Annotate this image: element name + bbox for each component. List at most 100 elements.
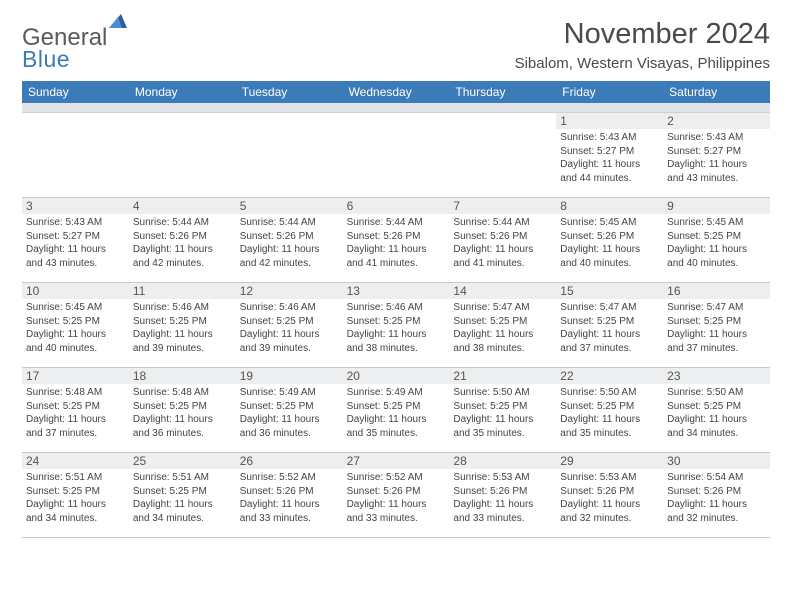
day-number: 3 <box>22 198 129 214</box>
calendar-header-row: Sunday Monday Tuesday Wednesday Thursday… <box>22 81 770 103</box>
daylight-text: Daylight: 11 hours and 34 minutes. <box>667 413 766 440</box>
calendar-cell: 12 Sunrise: 5:46 AMSunset: 5:25 PMDayligh… <box>236 283 343 368</box>
sunset-text: Sunset: 5:26 PM <box>667 485 766 499</box>
day-number: 24 <box>22 453 129 469</box>
sunset-text: Sunset: 5:25 PM <box>347 400 446 414</box>
day-number: 2 <box>663 113 770 129</box>
calendar-cell: 15 Sunrise: 5:47 AMSunset: 5:25 PMDayligh… <box>556 283 663 368</box>
daylight-text: Daylight: 11 hours and 35 minutes. <box>453 413 552 440</box>
sunrise-text: Sunrise: 5:52 AM <box>240 471 339 485</box>
daylight-text: Daylight: 11 hours and 32 minutes. <box>667 498 766 525</box>
sunset-text: Sunset: 5:25 PM <box>560 400 659 414</box>
calendar-cell: 17Sunrise: 5:48 AMSunset: 5:25 PMDayligh… <box>22 368 129 453</box>
daylight-text: Daylight: 11 hours and 40 minutes. <box>667 243 766 270</box>
sunrise-text: Sunrise: 5:49 AM <box>240 386 339 400</box>
day-number: 12 <box>236 283 343 299</box>
daylight-text: Daylight: 11 hours and 40 minutes. <box>560 243 659 270</box>
day-details: Sunrise: 5:50 AMSunset: 5:25 PMDaylight:… <box>667 386 766 440</box>
day-number: 20 <box>343 368 450 384</box>
day-header: Wednesday <box>343 81 450 103</box>
day-number: 14 <box>449 283 556 299</box>
sunset-text: Sunset: 5:25 PM <box>26 485 125 499</box>
day-details: Sunrise: 5:44 AMSunset: 5:26 PMDaylight:… <box>347 216 446 270</box>
day-number: 9 <box>663 198 770 214</box>
calendar-cell <box>449 113 556 198</box>
day-details: Sunrise: 5:50 AMSunset: 5:25 PMDaylight:… <box>560 386 659 440</box>
day-header: Monday <box>129 81 236 103</box>
day-number: 22 <box>556 368 663 384</box>
day-number: 5 <box>236 198 343 214</box>
daylight-text: Daylight: 11 hours and 36 minutes. <box>240 413 339 440</box>
day-details: Sunrise: 5:51 AMSunset: 5:25 PMDaylight:… <box>133 471 232 525</box>
calendar-cell: 6 Sunrise: 5:44 AMSunset: 5:26 PMDaylight… <box>343 198 450 283</box>
calendar-cell: 19Sunrise: 5:49 AMSunset: 5:25 PMDayligh… <box>236 368 343 453</box>
calendar-cell: 22 Sunrise: 5:50 AMSunset: 5:25 PMDayligh… <box>556 368 663 453</box>
daylight-text: Daylight: 11 hours and 34 minutes. <box>133 498 232 525</box>
sunrise-text: Sunrise: 5:48 AM <box>133 386 232 400</box>
sunset-text: Sunset: 5:25 PM <box>560 315 659 329</box>
sunrise-text: Sunrise: 5:46 AM <box>240 301 339 315</box>
day-details: Sunrise: 5:43 AMSunset: 5:27 PMDaylight:… <box>560 131 659 185</box>
daylight-text: Daylight: 11 hours and 35 minutes. <box>560 413 659 440</box>
calendar-week: 1Sunrise: 5:43 AMSunset: 5:27 PMDaylight… <box>22 113 770 198</box>
calendar-cell: 9Sunrise: 5:45 AMSunset: 5:25 PMDaylight… <box>663 198 770 283</box>
daylight-text: Daylight: 11 hours and 42 minutes. <box>133 243 232 270</box>
day-details: Sunrise: 5:48 AMSunset: 5:25 PMDaylight:… <box>133 386 232 440</box>
daylight-text: Daylight: 11 hours and 37 minutes. <box>560 328 659 355</box>
calendar-cell: 20Sunrise: 5:49 AMSunset: 5:25 PMDayligh… <box>343 368 450 453</box>
daylight-text: Daylight: 11 hours and 41 minutes. <box>347 243 446 270</box>
page: General Blue November 2024 Sibalom, West… <box>0 0 792 548</box>
sunset-text: Sunset: 5:25 PM <box>26 315 125 329</box>
sunset-text: Sunset: 5:25 PM <box>133 315 232 329</box>
calendar-subheader-strip <box>22 103 770 113</box>
daylight-text: Daylight: 11 hours and 33 minutes. <box>453 498 552 525</box>
calendar-cell: 8Sunrise: 5:45 AMSunset: 5:26 PMDaylight… <box>556 198 663 283</box>
day-details: Sunrise: 5:45 AMSunset: 5:26 PMDaylight:… <box>560 216 659 270</box>
sunrise-text: Sunrise: 5:53 AM <box>560 471 659 485</box>
day-header: Sunday <box>22 81 129 103</box>
sunset-text: Sunset: 5:25 PM <box>453 315 552 329</box>
day-number: 29 <box>556 453 663 469</box>
calendar-cell: 1 Sunrise: 5:43 AMSunset: 5:27 PMDaylight… <box>556 113 663 198</box>
day-details: Sunrise: 5:53 AMSunset: 5:26 PMDaylight:… <box>453 471 552 525</box>
day-number: 17 <box>22 368 129 384</box>
calendar-cell: 7Sunrise: 5:44 AMSunset: 5:26 PMDaylight… <box>449 198 556 283</box>
sunset-text: Sunset: 5:25 PM <box>240 315 339 329</box>
calendar-cell: 24Sunrise: 5:51 AMSunset: 5:25 PMDayligh… <box>22 453 129 538</box>
sunrise-text: Sunrise: 5:44 AM <box>453 216 552 230</box>
day-number: 6 <box>343 198 450 214</box>
sunrise-text: Sunrise: 5:45 AM <box>560 216 659 230</box>
day-details: Sunrise: 5:47 AMSunset: 5:25 PMDaylight:… <box>560 301 659 355</box>
day-number: 25 <box>129 453 236 469</box>
calendar-cell: 2 Sunrise: 5:43 AMSunset: 5:27 PMDaylight… <box>663 113 770 198</box>
sunrise-text: Sunrise: 5:44 AM <box>240 216 339 230</box>
day-details: Sunrise: 5:54 AMSunset: 5:26 PMDaylight:… <box>667 471 766 525</box>
sunset-text: Sunset: 5:26 PM <box>453 230 552 244</box>
day-number: 1 <box>556 113 663 129</box>
sunset-text: Sunset: 5:25 PM <box>133 400 232 414</box>
day-details: Sunrise: 5:47 AMSunset: 5:25 PMDaylight:… <box>667 301 766 355</box>
calendar-cell: 26Sunrise: 5:52 AMSunset: 5:26 PMDayligh… <box>236 453 343 538</box>
calendar-week: 24Sunrise: 5:51 AMSunset: 5:25 PMDayligh… <box>22 453 770 538</box>
header: General Blue November 2024 Sibalom, West… <box>22 18 770 73</box>
day-number: 11 <box>129 283 236 299</box>
calendar-cell: 27Sunrise: 5:52 AMSunset: 5:26 PMDayligh… <box>343 453 450 538</box>
day-number: 15 <box>556 283 663 299</box>
day-number: 28 <box>449 453 556 469</box>
day-number: 23 <box>663 368 770 384</box>
sunrise-text: Sunrise: 5:44 AM <box>133 216 232 230</box>
sunrise-text: Sunrise: 5:43 AM <box>26 216 125 230</box>
day-details: Sunrise: 5:43 AMSunset: 5:27 PMDaylight:… <box>667 131 766 185</box>
sunset-text: Sunset: 5:26 PM <box>560 230 659 244</box>
daylight-text: Daylight: 11 hours and 37 minutes. <box>26 413 125 440</box>
day-number: 7 <box>449 198 556 214</box>
daylight-text: Daylight: 11 hours and 34 minutes. <box>26 498 125 525</box>
sunrise-text: Sunrise: 5:49 AM <box>347 386 446 400</box>
sunrise-text: Sunrise: 5:52 AM <box>347 471 446 485</box>
calendar-cell <box>129 113 236 198</box>
month-title: November 2024 <box>515 18 770 51</box>
day-details: Sunrise: 5:46 AMSunset: 5:25 PMDaylight:… <box>240 301 339 355</box>
sunrise-text: Sunrise: 5:50 AM <box>453 386 552 400</box>
day-details: Sunrise: 5:43 AMSunset: 5:27 PMDaylight:… <box>26 216 125 270</box>
sunset-text: Sunset: 5:25 PM <box>667 400 766 414</box>
